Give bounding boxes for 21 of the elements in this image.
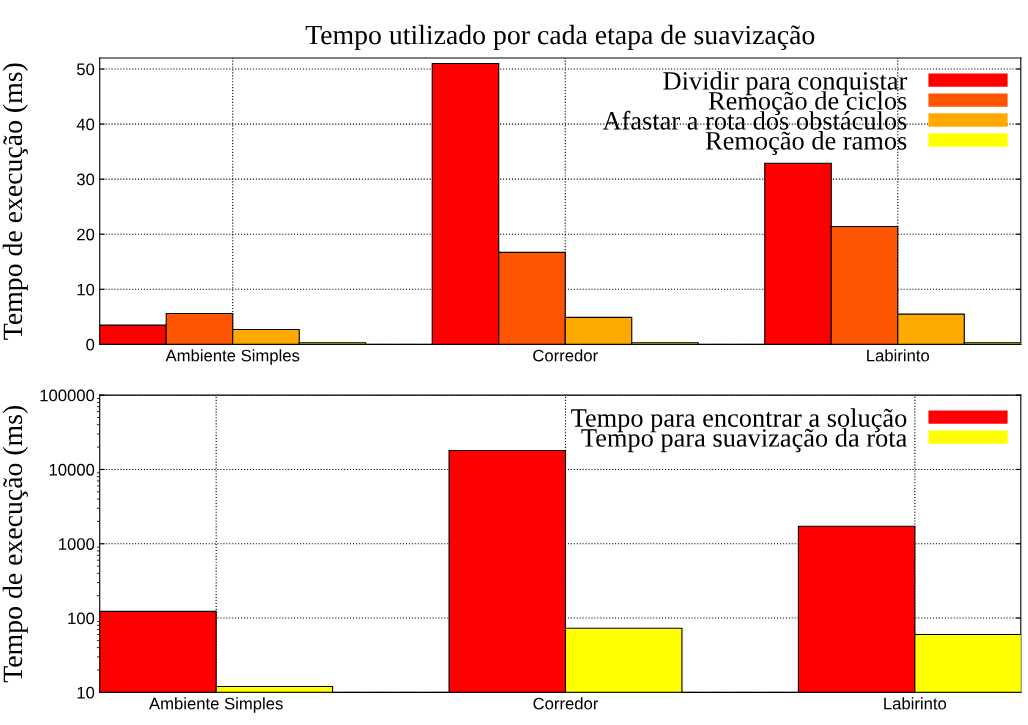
y-tick-label: 100000 [40, 389, 95, 402]
y-tick-label: 50 [76, 63, 95, 76]
chart-title: Tempo utilizado por cada etapa de suavização [305, 24, 815, 51]
x-tick-label: Ambiente Simples [149, 697, 283, 713]
x-tick-label: Labirinto [867, 349, 930, 362]
y-tick-label: 10 [77, 283, 95, 296]
x-tick-label: Ambiente Simples [165, 349, 300, 365]
y-tick-label: 100 [68, 612, 95, 625]
y-tick-label: 10000 [49, 463, 95, 476]
y-axis-title: Tempo de execução (ms) [2, 405, 28, 683]
y-tick-label: 40 [76, 118, 95, 131]
y-tick-label: 30 [76, 173, 95, 186]
y-tick-label: 0 [86, 338, 95, 351]
legend-label: Remoção de ramos [705, 131, 907, 156]
x-tick-label: Labirinto [884, 697, 947, 710]
y-tick-label: 20 [77, 228, 95, 241]
y-axis-title: Tempo de execução (ms) [2, 63, 28, 340]
x-tick-label: Corredor [533, 349, 598, 362]
x-tick-label: Corredor [533, 697, 599, 710]
y-tick-label: 1000 [59, 538, 95, 550]
y-tick-label: 10 [77, 686, 95, 699]
